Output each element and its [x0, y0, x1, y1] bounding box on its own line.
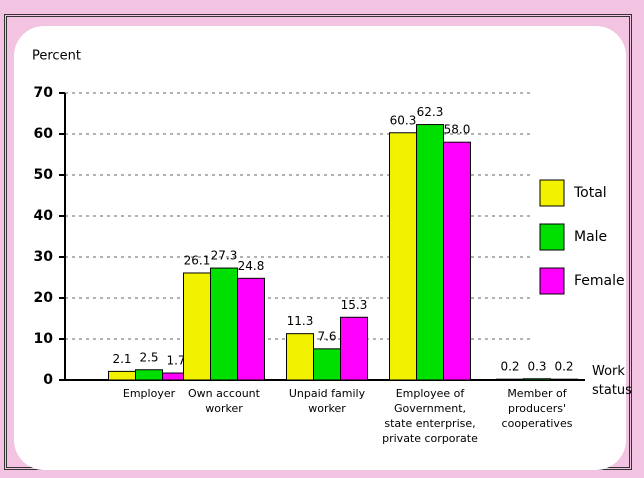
- bar: [550, 378, 578, 381]
- y-tick-label: 50: [34, 167, 54, 183]
- value-label: 27.3: [211, 249, 238, 263]
- value-label: 62.3: [417, 105, 444, 119]
- y-tick-label: 40: [34, 208, 54, 224]
- bar: [108, 370, 136, 381]
- x-tick-label: Own account worker: [188, 387, 260, 415]
- legend-swatch: [539, 179, 565, 207]
- bar: [135, 369, 163, 381]
- bar: [340, 316, 368, 381]
- value-label: 2.5: [139, 350, 158, 364]
- bar: [416, 124, 444, 381]
- x-tick-label: Employee of Government, state enterprise…: [382, 387, 478, 445]
- legend-label: Male: [574, 229, 607, 245]
- bar: [183, 272, 211, 381]
- y-tick-label: 0: [43, 372, 53, 388]
- bar: [523, 378, 551, 381]
- bar: [389, 132, 417, 381]
- y-axis-title: Percent: [32, 49, 81, 64]
- y-tick-label: 10: [34, 331, 54, 347]
- bar: [210, 267, 238, 381]
- y-tick-label: 60: [34, 126, 54, 142]
- value-label: 15.3: [341, 298, 368, 312]
- legend-label: Total: [573, 185, 607, 201]
- value-label: 60.3: [390, 113, 417, 127]
- y-tick-label: 20: [34, 290, 54, 306]
- value-label: 0.3: [527, 359, 546, 373]
- x-tick-label: Unpaid family worker: [288, 387, 366, 415]
- value-label: 2.1: [112, 352, 131, 366]
- y-tick-label: 30: [34, 249, 54, 265]
- x-tick-label: Member of producers' cooperatives: [501, 387, 573, 430]
- bar: [496, 378, 524, 381]
- legend-swatch: [539, 223, 565, 251]
- bar: [286, 333, 314, 381]
- bar: [313, 348, 341, 381]
- value-label: 11.3: [287, 314, 314, 328]
- legend-label: Female: [574, 273, 625, 289]
- value-label: 58.0: [444, 123, 471, 137]
- value-label: 0.2: [554, 360, 573, 374]
- bar: [443, 141, 471, 381]
- bar: [237, 277, 265, 381]
- value-label: 0.2: [500, 360, 519, 374]
- x-axis-title: Work status: [592, 364, 632, 398]
- value-label: 24.8: [238, 259, 265, 273]
- value-label: 7.6: [317, 329, 336, 343]
- panel: [14, 26, 626, 470]
- value-label: 1.7: [166, 354, 185, 368]
- y-tick-label: 70: [34, 85, 54, 101]
- value-label: 26.1: [184, 253, 211, 267]
- legend-swatch: [539, 267, 565, 295]
- x-tick-label: Employer: [122, 387, 176, 400]
